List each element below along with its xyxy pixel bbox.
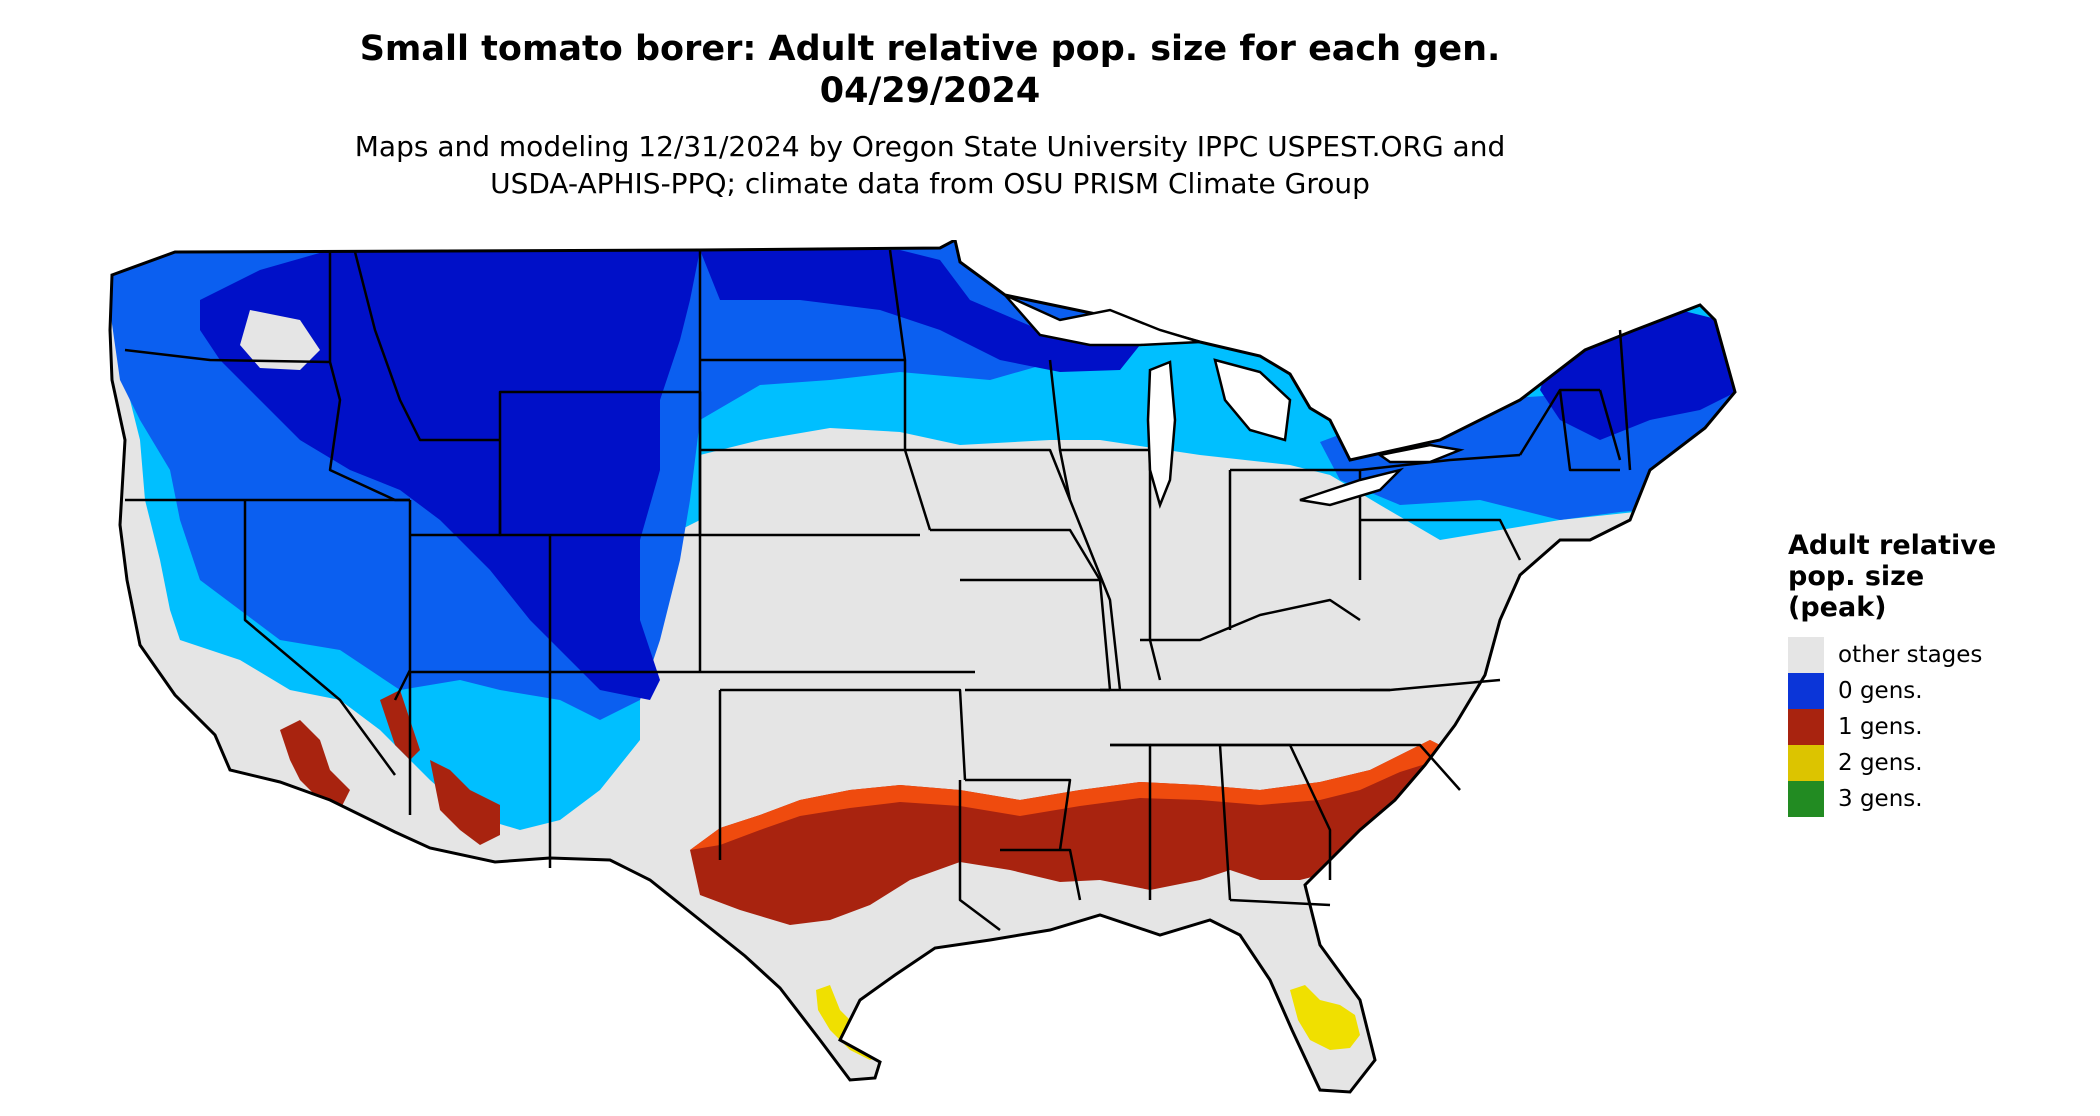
us-land-fill xyxy=(110,240,1735,1092)
map-credit-line-2: USDA-APHIS-PPQ; climate data from OSU PR… xyxy=(490,167,1370,200)
map-date: 04/29/2024 xyxy=(819,71,1041,111)
legend-label-other-stages: other stages xyxy=(1838,642,1983,668)
one-gen-zone xyxy=(690,740,1450,925)
legend-label-1-gens: 1 gens. xyxy=(1838,714,1923,740)
lake-ontario xyxy=(1376,443,1465,464)
legend-label-0-gens: 0 gens. xyxy=(1838,678,1923,704)
legend: Adult relative pop. size (peak) other st… xyxy=(1788,530,2088,817)
legend-swatch-3-gens xyxy=(1788,781,1824,817)
legend-item-1-gens: 1 gens. xyxy=(1788,709,2088,745)
lake-erie xyxy=(1299,467,1405,507)
legend-item-2-gens: 2 gens. xyxy=(1788,745,2088,781)
legend-swatch-0-gens xyxy=(1788,673,1824,709)
great-lakes xyxy=(1004,293,1465,509)
one-gen-fringe xyxy=(690,740,1450,850)
zero-gens-dark-zone xyxy=(200,250,1735,700)
legend-title-line-3: (peak) xyxy=(1788,592,1887,623)
legend-title: Adult relative pop. size (peak) xyxy=(1788,530,2088,623)
other-stages-plains-north xyxy=(700,428,1330,600)
legend-item-3-gens: 3 gens. xyxy=(1788,781,2088,817)
legend-title-line-1: Adult relative xyxy=(1788,530,1997,561)
legend-label-2-gens: 2 gens. xyxy=(1838,750,1923,776)
two-gens-south-florida xyxy=(1290,985,1360,1050)
legend-item-other-stages: other stages xyxy=(1788,637,2088,673)
legend-item-0-gens: 0 gens. xyxy=(1788,673,2088,709)
lake-huron xyxy=(1213,358,1292,442)
map-title: Small tomato borer: Adult relative pop. … xyxy=(359,29,1501,69)
us-outline xyxy=(108,240,1737,1094)
legend-title-line-2: pop. size xyxy=(1788,561,1925,592)
legend-swatch-1-gens xyxy=(1788,709,1824,745)
lake-michigan xyxy=(1146,360,1177,509)
lake-superior xyxy=(1004,293,1201,347)
map-credit-line-1: Maps and modeling 12/31/2024 by Oregon S… xyxy=(354,130,1506,163)
state-borders xyxy=(124,249,1632,931)
legend-swatch-2-gens xyxy=(1788,745,1824,781)
us-map xyxy=(108,240,1737,1094)
legend-swatch-other-stages xyxy=(1788,637,1824,673)
other-stages-washington xyxy=(240,310,320,370)
legend-label-3-gens: 3 gens. xyxy=(1838,786,1923,812)
